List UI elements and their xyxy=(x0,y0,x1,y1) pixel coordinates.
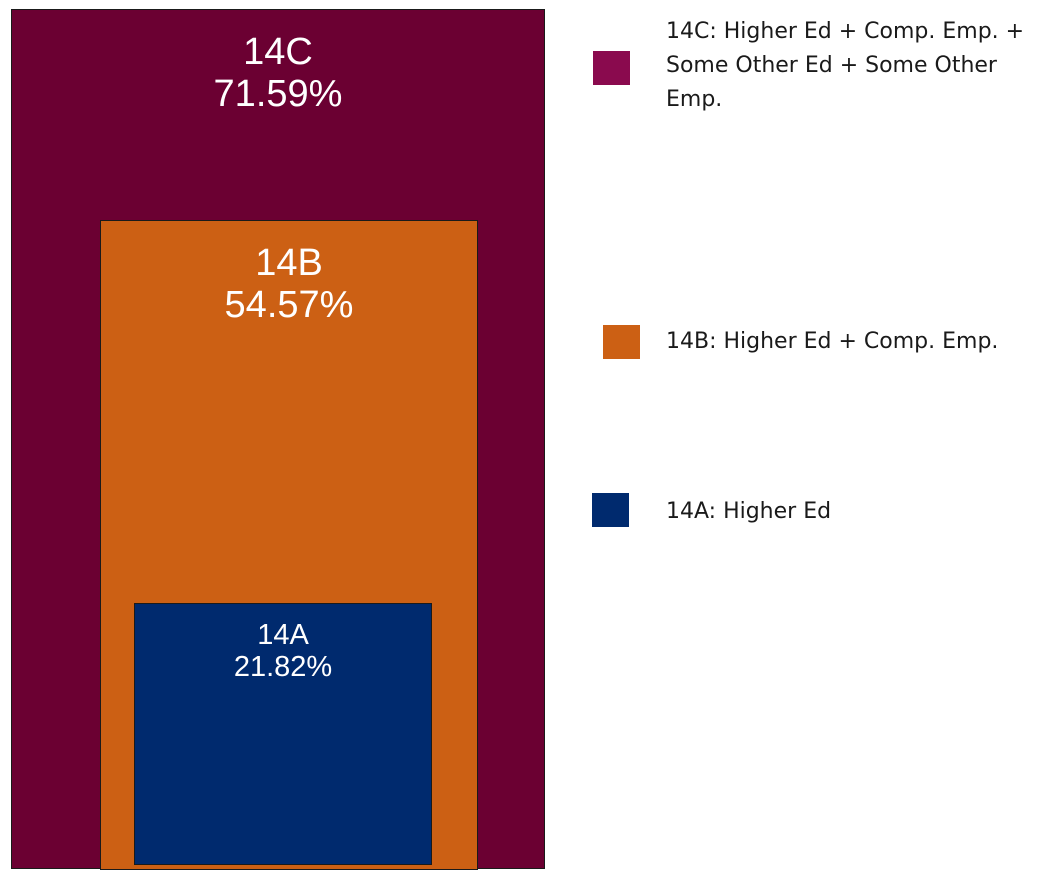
legend-label-14a: 14A: Higher Ed xyxy=(666,499,832,524)
box-14a-value: 21.82% xyxy=(233,650,333,683)
legend-swatch-14c xyxy=(593,51,630,85)
legend-swatch-14b xyxy=(603,325,640,359)
box-14b-label: 14B 54.57% xyxy=(101,242,477,327)
legend-swatch-14a xyxy=(592,493,629,527)
legend-label-14b: 14B: Higher Ed + Comp. Emp. xyxy=(666,329,999,354)
box-14c-label: 14C 71.59% xyxy=(12,31,544,116)
box-14a: 14A 21.82% xyxy=(134,603,432,865)
legend-label-14c: 14C: Higher Ed + Comp. Emp. + Some Other… xyxy=(666,19,1025,112)
box-14a-id: 14A xyxy=(257,619,309,651)
box-14b-id: 14B xyxy=(255,242,323,284)
box-14c-value: 71.59% xyxy=(213,72,343,115)
box-14c-id: 14C xyxy=(243,31,313,73)
box-14b-value: 54.57% xyxy=(224,283,354,326)
box-14a-label: 14A 21.82% xyxy=(135,619,431,684)
